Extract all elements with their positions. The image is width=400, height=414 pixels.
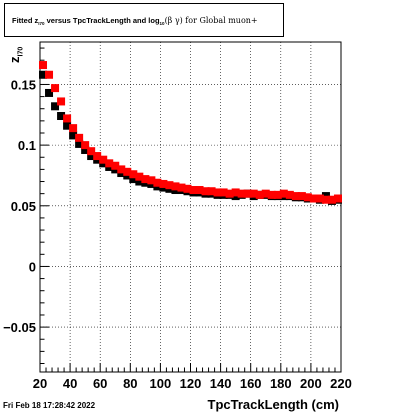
data-point-red: [231, 188, 240, 197]
title-part-main: Fitted z: [12, 16, 39, 25]
timestamp-label: Fri Feb 18 17:28:42 2022: [3, 401, 96, 410]
data-point-red: [63, 114, 72, 123]
data-point-red: [327, 195, 336, 204]
data-point-red: [183, 184, 192, 193]
data-point-red: [243, 189, 252, 198]
title-part-end: (β γ) for Global muon+: [164, 16, 258, 25]
x-tick-label: 120: [180, 376, 202, 391]
x-tick-label: 140: [210, 376, 232, 391]
data-point-red: [309, 194, 318, 203]
title-subscript-i70: I70: [38, 21, 45, 26]
data-point-red: [255, 190, 264, 199]
title-subscript-10: 10: [159, 21, 165, 26]
data-point-red: [201, 187, 210, 196]
data-point-black: [87, 152, 96, 161]
data-point-red: [195, 186, 204, 195]
data-point-red: [105, 159, 114, 168]
data-point-red: [303, 193, 312, 202]
data-point-red: [213, 188, 222, 197]
x-tick-label: 100: [150, 376, 172, 391]
data-point-black: [45, 88, 54, 97]
data-point-red: [279, 189, 288, 198]
chart-title-box: Fitted zI70 versus TpcTrackLength and lo…: [4, 3, 284, 37]
data-point-black: [81, 145, 90, 154]
data-point-red: [93, 152, 102, 161]
data-point-red: [111, 161, 120, 170]
data-point-red: [51, 84, 60, 93]
data-point-red: [45, 70, 54, 79]
data-point-black: [51, 102, 60, 111]
x-tick-label: 160: [240, 376, 262, 391]
chart-title: Fitted zI70 versus TpcTrackLength and lo…: [12, 16, 258, 26]
data-point-black: [129, 175, 138, 184]
data-point-red: [171, 182, 180, 191]
y-axis-title-subscript: I70: [17, 46, 25, 57]
data-point-red: [177, 183, 186, 192]
data-point-red: [99, 155, 108, 164]
data-point-black: [39, 70, 48, 79]
y-axis-title: zI70: [7, 47, 25, 63]
data-point-red: [153, 178, 162, 187]
data-point-red: [237, 189, 246, 198]
data-point-red: [285, 190, 294, 199]
data-point-black: [135, 177, 144, 186]
y-tick-label: 0: [29, 259, 36, 274]
data-point-red: [333, 194, 342, 203]
data-point-red: [141, 175, 150, 184]
data-point-red: [159, 179, 168, 188]
y-tick-label: 0.05: [11, 199, 36, 214]
y-tick-label: −0.05: [3, 320, 36, 335]
title-part-mid: versus TpcTrackLength and log: [44, 16, 160, 25]
data-point-red: [267, 190, 276, 199]
data-point-red: [57, 97, 66, 106]
data-point-red: [249, 189, 258, 198]
data-point-red: [39, 61, 48, 70]
x-axis-title: TpcTrackLength (cm): [207, 397, 339, 412]
data-point-red: [69, 124, 78, 133]
y-tick-label: 0.1: [18, 138, 36, 153]
data-point-red: [321, 195, 330, 204]
data-point-red: [189, 186, 198, 195]
y-axis-title-main: z: [7, 56, 22, 64]
data-point-red: [219, 188, 228, 197]
x-tick-label: 60: [93, 376, 107, 391]
data-point-red: [261, 189, 270, 198]
data-point-red: [297, 192, 306, 201]
data-point-black: [57, 112, 66, 121]
data-point-red: [273, 190, 282, 199]
data-point-red: [81, 141, 90, 150]
x-tick-label: 20: [33, 376, 47, 391]
x-tick-label: 80: [123, 376, 137, 391]
x-tick-label: 220: [330, 376, 352, 391]
data-point-red: [147, 176, 156, 185]
data-point-red: [123, 167, 132, 176]
data-point-red: [225, 189, 234, 198]
data-point-red: [135, 172, 144, 181]
data-point-black: [69, 131, 78, 140]
x-tick-label: 40: [63, 376, 77, 391]
data-point-red: [291, 192, 300, 201]
data-point-red: [117, 165, 126, 174]
data-point-red: [129, 170, 138, 179]
data-point-black: [75, 139, 84, 148]
data-point-red: [87, 147, 96, 156]
x-tick-label: 180: [270, 376, 292, 391]
y-tick-label: 0.15: [11, 77, 36, 92]
data-point-red: [315, 194, 324, 203]
data-point-red: [75, 133, 84, 142]
x-tick-label: 200: [300, 376, 322, 391]
data-point-black: [63, 121, 72, 130]
data-point-red: [207, 187, 216, 196]
data-point-red: [165, 181, 174, 190]
